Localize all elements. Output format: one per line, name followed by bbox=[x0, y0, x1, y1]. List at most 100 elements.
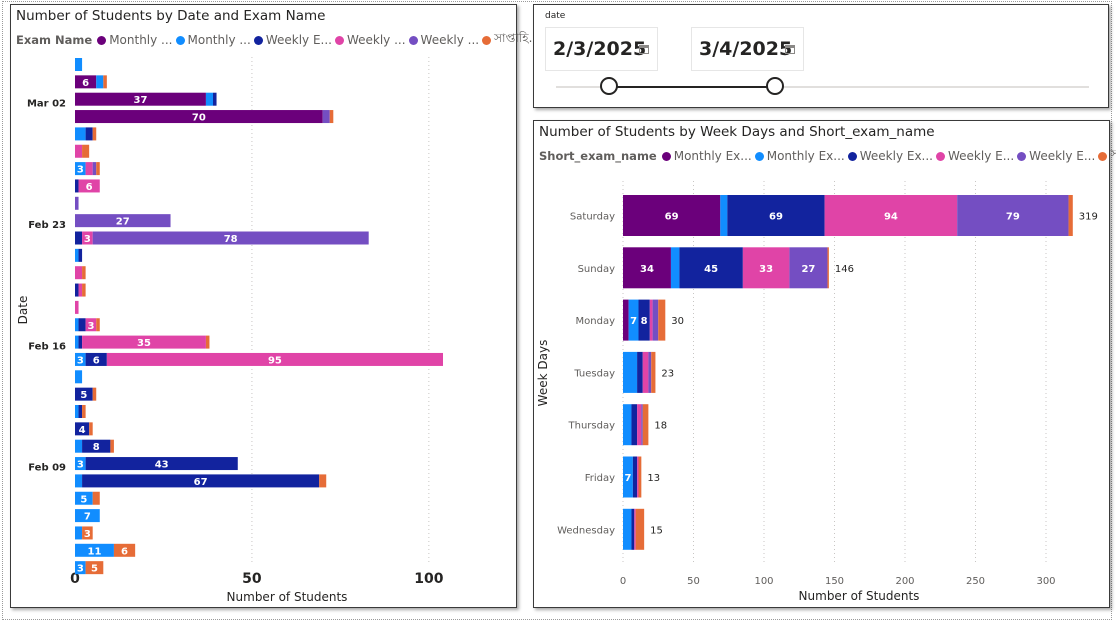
bar-segment[interactable] bbox=[205, 92, 213, 106]
legend-item[interactable]: সাপ্তাহি... bbox=[482, 30, 540, 50]
bar-segment[interactable] bbox=[631, 404, 638, 446]
bar-segment[interactable] bbox=[75, 509, 100, 523]
bar-segment[interactable] bbox=[75, 352, 86, 366]
bar-segment[interactable] bbox=[75, 526, 83, 540]
bar-segment[interactable] bbox=[89, 422, 93, 436]
bar-segment[interactable] bbox=[75, 214, 171, 228]
bar-segment[interactable] bbox=[631, 508, 635, 550]
bar-segment[interactable] bbox=[75, 300, 79, 314]
bar-segment[interactable] bbox=[75, 422, 90, 436]
bar-segment[interactable] bbox=[75, 110, 323, 124]
legend-item[interactable]: Monthly ... bbox=[97, 33, 173, 47]
bar-segment[interactable] bbox=[85, 318, 97, 332]
bar-segment[interactable] bbox=[78, 248, 83, 262]
bar-segment[interactable] bbox=[85, 561, 104, 575]
bar-segment[interactable] bbox=[82, 526, 93, 540]
bar-segment[interactable] bbox=[113, 543, 136, 557]
bar-segment[interactable] bbox=[78, 283, 83, 297]
bar-segment[interactable] bbox=[75, 283, 79, 297]
date-slicer[interactable]: date 2/3/2025 3/4/2025 bbox=[533, 4, 1109, 108]
bar-segment[interactable] bbox=[623, 299, 629, 341]
bar-segment[interactable] bbox=[85, 352, 107, 366]
bar-segment[interactable] bbox=[649, 299, 653, 341]
bar-segment[interactable] bbox=[75, 162, 86, 176]
bar-segment[interactable] bbox=[623, 456, 633, 498]
bar-segment[interactable] bbox=[75, 196, 79, 210]
bar-segment[interactable] bbox=[75, 58, 83, 71]
bar-segment[interactable] bbox=[957, 195, 1069, 236]
legend-item[interactable]: Weekly E... bbox=[1017, 149, 1095, 163]
bar-segment[interactable] bbox=[1068, 195, 1073, 236]
bar-segment[interactable] bbox=[329, 110, 334, 124]
bar-segment[interactable] bbox=[651, 351, 656, 393]
bar-segment[interactable] bbox=[628, 299, 639, 341]
bar-segment[interactable] bbox=[82, 266, 86, 280]
bar-segment[interactable] bbox=[82, 283, 86, 297]
chart-legend[interactable]: Short_exam_name Monthly Ex... Monthly Ex.… bbox=[539, 147, 1116, 164]
bar-segment[interactable] bbox=[75, 387, 93, 401]
bar-segment[interactable] bbox=[82, 231, 93, 245]
bar-segment[interactable] bbox=[670, 247, 680, 289]
bar-segment[interactable] bbox=[96, 318, 100, 332]
bar-segment[interactable] bbox=[75, 474, 83, 488]
bar-segment[interactable] bbox=[82, 405, 86, 418]
bar-segment[interactable] bbox=[75, 543, 114, 557]
calendar-icon[interactable] bbox=[639, 45, 649, 54]
bar-segment[interactable] bbox=[75, 457, 86, 471]
bar-segment[interactable] bbox=[632, 456, 638, 498]
slider-end-handle[interactable] bbox=[765, 77, 784, 95]
bar-segment[interactable] bbox=[92, 491, 100, 505]
bar-segment[interactable] bbox=[82, 474, 320, 488]
bar-segment[interactable] bbox=[106, 352, 443, 366]
bar-segment[interactable] bbox=[75, 266, 83, 280]
bar-segment[interactable] bbox=[96, 75, 104, 89]
bar-segment[interactable] bbox=[637, 404, 642, 446]
bar-segment[interactable] bbox=[82, 144, 90, 158]
bar-segment[interactable] bbox=[642, 351, 649, 393]
bar-segment[interactable] bbox=[75, 231, 83, 245]
bar-segment[interactable] bbox=[75, 75, 97, 89]
bar-segment[interactable] bbox=[658, 299, 666, 341]
bar-segment[interactable] bbox=[75, 491, 93, 505]
bar-segment[interactable] bbox=[623, 247, 671, 289]
bar-segment[interactable] bbox=[623, 351, 638, 393]
bar-segment[interactable] bbox=[635, 508, 645, 550]
bar-segment[interactable] bbox=[648, 351, 652, 393]
weekday-exam-plot[interactable]: 0 50 100 150 200 250 300 Number of Students Week… bbox=[534, 121, 1109, 607]
bar-segment[interactable] bbox=[213, 92, 217, 106]
bar-segment[interactable] bbox=[634, 508, 636, 550]
bar-segment[interactable] bbox=[75, 127, 86, 141]
bar-segment[interactable] bbox=[637, 351, 643, 393]
bar-segment[interactable] bbox=[652, 299, 659, 341]
legend-item[interactable]: Weekly E... bbox=[253, 33, 332, 47]
bar-segment[interactable] bbox=[623, 404, 632, 446]
bar-segment[interactable] bbox=[85, 127, 93, 141]
legend-item[interactable]: Monthly ... bbox=[175, 33, 251, 47]
bar-segment[interactable] bbox=[82, 335, 206, 349]
bar-segment[interactable] bbox=[720, 195, 728, 236]
bar-segment[interactable] bbox=[78, 318, 86, 332]
weekday-exam-bar-chart[interactable]: Number of Students by Week Days and Shor… bbox=[533, 120, 1116, 608]
bar-segment[interactable] bbox=[75, 405, 79, 418]
bar-segment[interactable] bbox=[641, 404, 643, 446]
bar-segment[interactable] bbox=[92, 127, 97, 141]
bar-segment[interactable] bbox=[75, 248, 79, 262]
chart-legend[interactable]: Exam Name Monthly ... Monthly ... Weekly E… bbox=[16, 30, 543, 50]
bar-segment[interactable] bbox=[75, 561, 86, 575]
bar-segment[interactable] bbox=[824, 195, 958, 236]
bar-segment[interactable] bbox=[642, 404, 649, 446]
bar-segment[interactable] bbox=[78, 335, 83, 349]
bar-segment[interactable] bbox=[638, 299, 650, 341]
bar-segment[interactable] bbox=[205, 335, 210, 349]
bar-segment[interactable] bbox=[742, 247, 790, 289]
bar-segment[interactable] bbox=[103, 75, 107, 89]
slider-start-handle[interactable] bbox=[600, 77, 619, 95]
bar-segment[interactable] bbox=[78, 179, 100, 193]
bar-segment[interactable] bbox=[92, 162, 97, 176]
bar-segment[interactable] bbox=[637, 456, 639, 498]
legend-item[interactable]: Weekly E... bbox=[936, 149, 1014, 163]
calendar-icon[interactable] bbox=[785, 45, 795, 54]
bar-segment[interactable] bbox=[75, 144, 83, 158]
bar-segment[interactable] bbox=[96, 162, 100, 176]
bar-segment[interactable] bbox=[322, 110, 330, 124]
